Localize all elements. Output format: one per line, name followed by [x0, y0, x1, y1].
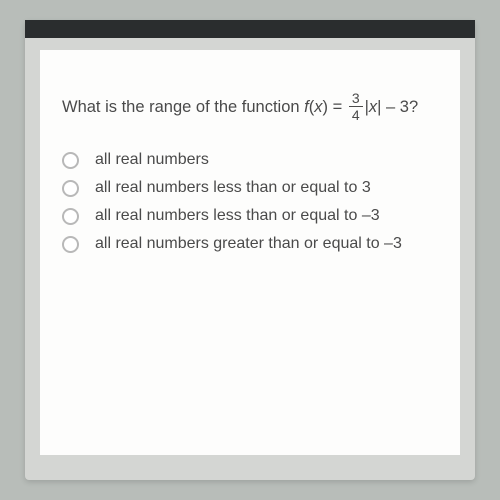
radio-icon[interactable] [62, 152, 79, 169]
abs-x: x [369, 98, 377, 116]
option-d[interactable]: all real numbers greater than or equal t… [62, 235, 438, 253]
option-label: all real numbers [95, 151, 209, 169]
fraction-denominator: 4 [349, 107, 363, 122]
option-label: all real numbers greater than or equal t… [95, 235, 402, 253]
paren-eq: ) = [323, 98, 347, 116]
radio-icon[interactable] [62, 236, 79, 253]
radio-icon[interactable] [62, 208, 79, 225]
header-dark-bar [25, 20, 475, 38]
photo-frame: What is the range of the function f(x) =… [25, 20, 475, 480]
options-list: all real numbers all real numbers less t… [62, 151, 438, 253]
option-label: all real numbers less than or equal to –… [95, 207, 380, 225]
radio-icon[interactable] [62, 180, 79, 197]
option-a[interactable]: all real numbers [62, 151, 438, 169]
fraction: 34 [349, 91, 363, 122]
option-label: all real numbers less than or equal to 3 [95, 179, 371, 197]
fraction-numerator: 3 [349, 91, 363, 107]
func-x: x [314, 98, 322, 116]
question-prefix: What is the range of the function [62, 98, 304, 116]
option-b[interactable]: all real numbers less than or equal to 3 [62, 179, 438, 197]
abs-close-tail: | – 3? [377, 98, 418, 116]
question-card: What is the range of the function f(x) =… [40, 50, 460, 455]
option-c[interactable]: all real numbers less than or equal to –… [62, 207, 438, 225]
question-text: What is the range of the function f(x) =… [62, 92, 438, 123]
